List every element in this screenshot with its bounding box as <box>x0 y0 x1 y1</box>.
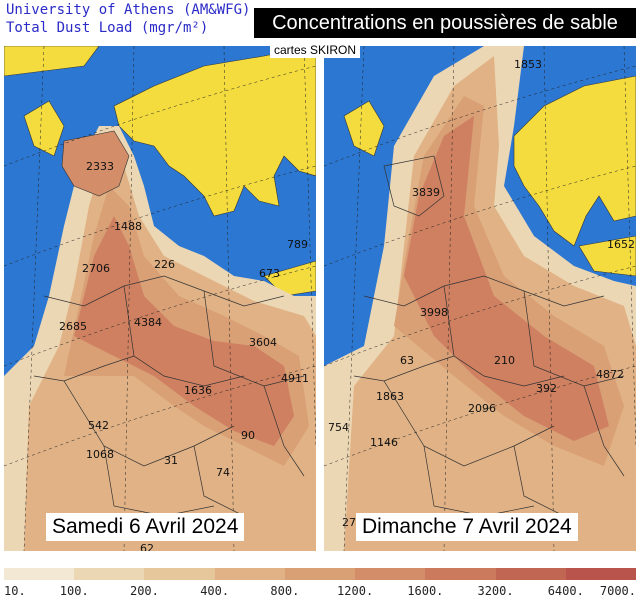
legend-swatch <box>565 568 636 580</box>
color-legend-labels: 10. 100. 200. 400. 800. 1200. 1600. 3200. 6400. 7… <box>4 584 636 600</box>
legend-swatch <box>74 568 145 580</box>
legend-swatch <box>214 568 285 580</box>
dust-value-label: 210 <box>494 354 515 367</box>
dust-map-saturday-graphic: 2333 1488 2706 226 789 673 2685 4384 360… <box>4 46 316 551</box>
dust-value-label: 1146 <box>370 436 398 449</box>
legend-swatch <box>495 568 566 580</box>
dust-value-label: 27 <box>342 516 356 529</box>
model-source-label: University of Athens (AM&WFG) <box>6 2 251 18</box>
legend-swatch <box>4 568 75 580</box>
color-legend-bar <box>4 568 636 580</box>
legend-tick-label: 3200. <box>477 584 514 598</box>
dust-value-label: 2333 <box>86 160 114 173</box>
dust-value-label: 4911 <box>281 372 309 385</box>
legend-swatch <box>355 568 426 580</box>
dust-value-label: 90 <box>241 429 255 442</box>
dust-value-label: 542 <box>88 419 109 432</box>
dust-value-label: 3604 <box>249 336 277 349</box>
dust-value-label: 754 <box>328 421 349 434</box>
legend-tick-label: 400. <box>200 584 230 598</box>
dust-value-label: 4384 <box>134 316 162 329</box>
dust-value-label: 3839 <box>412 186 440 199</box>
variable-label: Total Dust Load (mgr/m²) <box>6 20 209 36</box>
dust-value-label: 63 <box>400 354 414 367</box>
dust-value-label: 4872 <box>596 368 624 381</box>
legend-tick-label: 1600. <box>407 584 444 598</box>
date-label-saturday: Samedi 6 Avril 2024 <box>46 513 245 541</box>
legend-swatch <box>425 568 496 580</box>
dust-map-sunday-graphic: 1853 3839 1652 3998 63 210 1863 2096 392… <box>324 46 636 551</box>
dust-value-label: 2096 <box>468 402 496 415</box>
dust-value-label: 74 <box>216 466 230 479</box>
dust-value-label: 226 <box>154 258 175 271</box>
dust-value-label: 789 <box>287 238 308 251</box>
dust-value-label: 31 <box>164 454 178 467</box>
dust-value-label: 673 <box>259 267 280 280</box>
legend-swatch <box>284 568 356 580</box>
dust-map-sunday: 1853 3839 1652 3998 63 210 1863 2096 392… <box>324 46 636 551</box>
dust-value-label: 1863 <box>376 390 404 403</box>
data-credit: cartes SKIRON <box>270 42 361 58</box>
legend-tick-label: 1200. <box>337 584 374 598</box>
dust-value-label: 392 <box>536 382 557 395</box>
dust-value-label: 2685 <box>59 320 87 333</box>
dust-value-label: 62 <box>140 542 154 551</box>
legend-tick-label: 7000. <box>599 584 636 598</box>
legend-tick-label: 6400. <box>547 584 584 598</box>
dust-value-label: 1068 <box>86 448 114 461</box>
legend-tick-label: 100. <box>59 584 89 598</box>
dust-value-label: 1636 <box>184 384 212 397</box>
legend-tick-label: 200. <box>129 584 159 598</box>
dust-value-label: 1652 <box>607 238 635 251</box>
dust-value-label: 1853 <box>514 58 542 71</box>
legend-tick-label: 10. <box>4 584 26 598</box>
dust-value-label: 1488 <box>114 220 142 233</box>
dust-map-saturday: 2333 1488 2706 226 789 673 2685 4384 360… <box>4 46 316 551</box>
date-label-sunday: Dimanche 7 Avril 2024 <box>356 513 578 541</box>
dust-value-label: 3998 <box>420 306 448 319</box>
dust-value-label: 2706 <box>82 262 110 275</box>
map-title: Concentrations en poussières de sable <box>254 8 636 38</box>
legend-tick-label: 800. <box>270 584 300 598</box>
legend-swatch <box>144 568 215 580</box>
